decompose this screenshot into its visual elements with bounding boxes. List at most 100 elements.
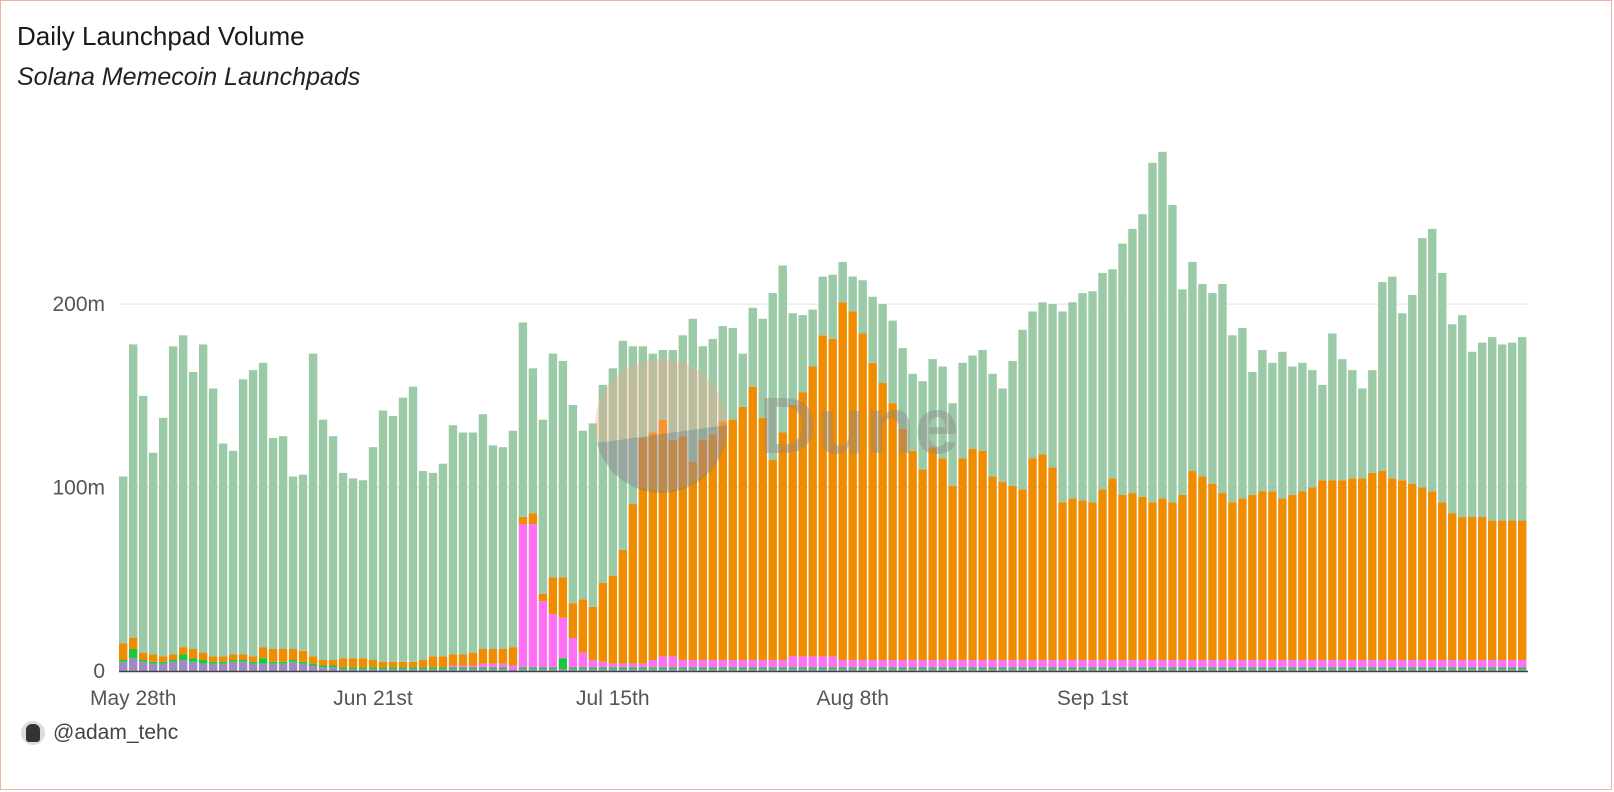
- bar-segment-purple: [688, 669, 697, 671]
- bar-segment-green: [1398, 667, 1407, 670]
- bar-segment-purple: [758, 669, 767, 671]
- bar-segment-magenta: [958, 659, 967, 668]
- bar-segment-purple: [1028, 669, 1037, 671]
- bar-segment-green: [858, 667, 867, 670]
- bar-segment-purple: [738, 669, 747, 671]
- bar-segment-purple: [698, 669, 707, 671]
- bar-segment-purple: [338, 669, 348, 671]
- bar-segment-purple: [1278, 669, 1287, 671]
- bar-segment-green: [778, 667, 787, 670]
- bar-segment-orange: [1268, 491, 1277, 660]
- bar-segment-orange: [1468, 516, 1477, 660]
- bar-segment-purple: [948, 669, 957, 671]
- bar-segment-lightgreen: [808, 309, 817, 367]
- bar-segment-lightgreen: [758, 318, 767, 418]
- bar-segment-green: [1188, 667, 1197, 670]
- bar-segment-lightgreen: [1158, 151, 1167, 499]
- bar-segment-orange: [928, 447, 937, 660]
- bar-segment-purple: [208, 663, 218, 671]
- bar-segment-purple: [1388, 669, 1397, 671]
- bar-segment-orange: [608, 575, 618, 664]
- bar-segment-magenta: [528, 524, 538, 668]
- bar-segment-green: [238, 659, 248, 662]
- bar-segment-magenta: [1178, 659, 1187, 668]
- bar-segment-orange: [628, 504, 638, 664]
- bar-segment-orange: [1288, 494, 1297, 660]
- bar-segment-orange: [198, 652, 208, 660]
- bar-segment-purple: [1138, 669, 1147, 671]
- bar-segment-green: [1408, 667, 1417, 670]
- bar-segment-lightgreen: [978, 349, 987, 451]
- bar-segment-lightgreen: [1198, 283, 1207, 477]
- bar-segment-purple: [908, 669, 917, 671]
- bar-segment-orange: [938, 458, 947, 660]
- bar-segment-green: [128, 648, 138, 659]
- bar-segment-lightgreen: [1218, 283, 1227, 494]
- bar-segment-magenta: [1268, 659, 1277, 668]
- bar-segment-green: [1498, 667, 1507, 670]
- bar-segment-purple: [128, 658, 138, 671]
- bar-segment-lightgreen: [1068, 302, 1077, 499]
- bar-segment-magenta: [1208, 659, 1217, 668]
- bar-segment-lightgreen: [338, 472, 348, 659]
- bar-segment-lightgreen: [898, 348, 907, 429]
- bar-segment-purple: [468, 669, 478, 671]
- bar-segment-lightgreen: [1418, 238, 1427, 488]
- bar-segment-green: [1308, 667, 1317, 670]
- bar-segment-magenta: [608, 663, 618, 668]
- bar-segment-orange: [1508, 520, 1517, 660]
- bar-segment-green: [1508, 667, 1517, 670]
- bar-segment-lightgreen: [998, 388, 1007, 483]
- bar-segment-green: [1138, 667, 1147, 670]
- bar-segment-purple: [598, 669, 608, 671]
- bar-segment-magenta: [1478, 659, 1487, 668]
- bar-segment-orange: [1018, 489, 1027, 660]
- bar-segment-lightgreen: [1138, 214, 1147, 497]
- bar-segment-orange: [518, 516, 528, 525]
- bar-segment-orange: [1198, 476, 1207, 660]
- bar-segment-purple: [478, 669, 488, 671]
- bar-segment-purple: [1178, 669, 1187, 671]
- bar-segment-green: [198, 659, 208, 664]
- bar-segment-purple: [328, 667, 338, 671]
- bar-segment-magenta: [658, 656, 668, 668]
- bar-segment-orange: [428, 656, 438, 668]
- bar-segment-purple: [588, 669, 598, 671]
- bar-segment-magenta: [1008, 659, 1017, 668]
- bar-segment-green: [1278, 667, 1287, 670]
- bar-segment-green: [408, 667, 418, 670]
- bar-segment-green: [1008, 667, 1017, 670]
- bar-segment-orange: [768, 460, 777, 660]
- bar-segment-purple: [298, 663, 308, 671]
- bar-segment-green: [298, 661, 308, 664]
- bar-segment-purple: [318, 667, 328, 671]
- bar-segment-magenta: [768, 659, 777, 668]
- bar-segment-orange: [458, 654, 468, 666]
- bar-segment-lightgreen: [958, 362, 967, 459]
- bar-segment-lightgreen: [528, 368, 538, 514]
- bar-segment-green: [1348, 667, 1357, 670]
- bar-segment-green: [1208, 667, 1217, 670]
- bar-segment-purple: [608, 669, 618, 671]
- bar-segment-orange: [988, 476, 997, 660]
- bar-segment-lightgreen: [588, 423, 598, 607]
- bar-segment-lightgreen: [148, 452, 158, 655]
- bar-segment-purple: [888, 669, 897, 671]
- dune-logo-shadow: [597, 425, 728, 493]
- bar-segment-orange: [688, 461, 697, 660]
- bar-segment-magenta: [1078, 659, 1087, 668]
- bar-segment-green: [528, 667, 538, 670]
- bar-segment-lightgreen: [488, 445, 498, 649]
- bar-segment-green: [138, 659, 148, 662]
- bar-segment-green: [458, 667, 468, 670]
- bar-segment-purple: [1058, 669, 1067, 671]
- bar-segment-green: [228, 659, 238, 662]
- bar-segment-purple: [178, 659, 188, 671]
- bar-segment-purple: [1338, 669, 1347, 671]
- bar-segment-magenta: [1368, 659, 1377, 668]
- bar-segment-purple: [918, 669, 927, 671]
- bar-segment-lightgreen: [1028, 311, 1037, 459]
- bar-segment-magenta: [1488, 659, 1497, 668]
- bar-segment-green: [1108, 667, 1117, 670]
- bar-segment-green: [1358, 667, 1367, 670]
